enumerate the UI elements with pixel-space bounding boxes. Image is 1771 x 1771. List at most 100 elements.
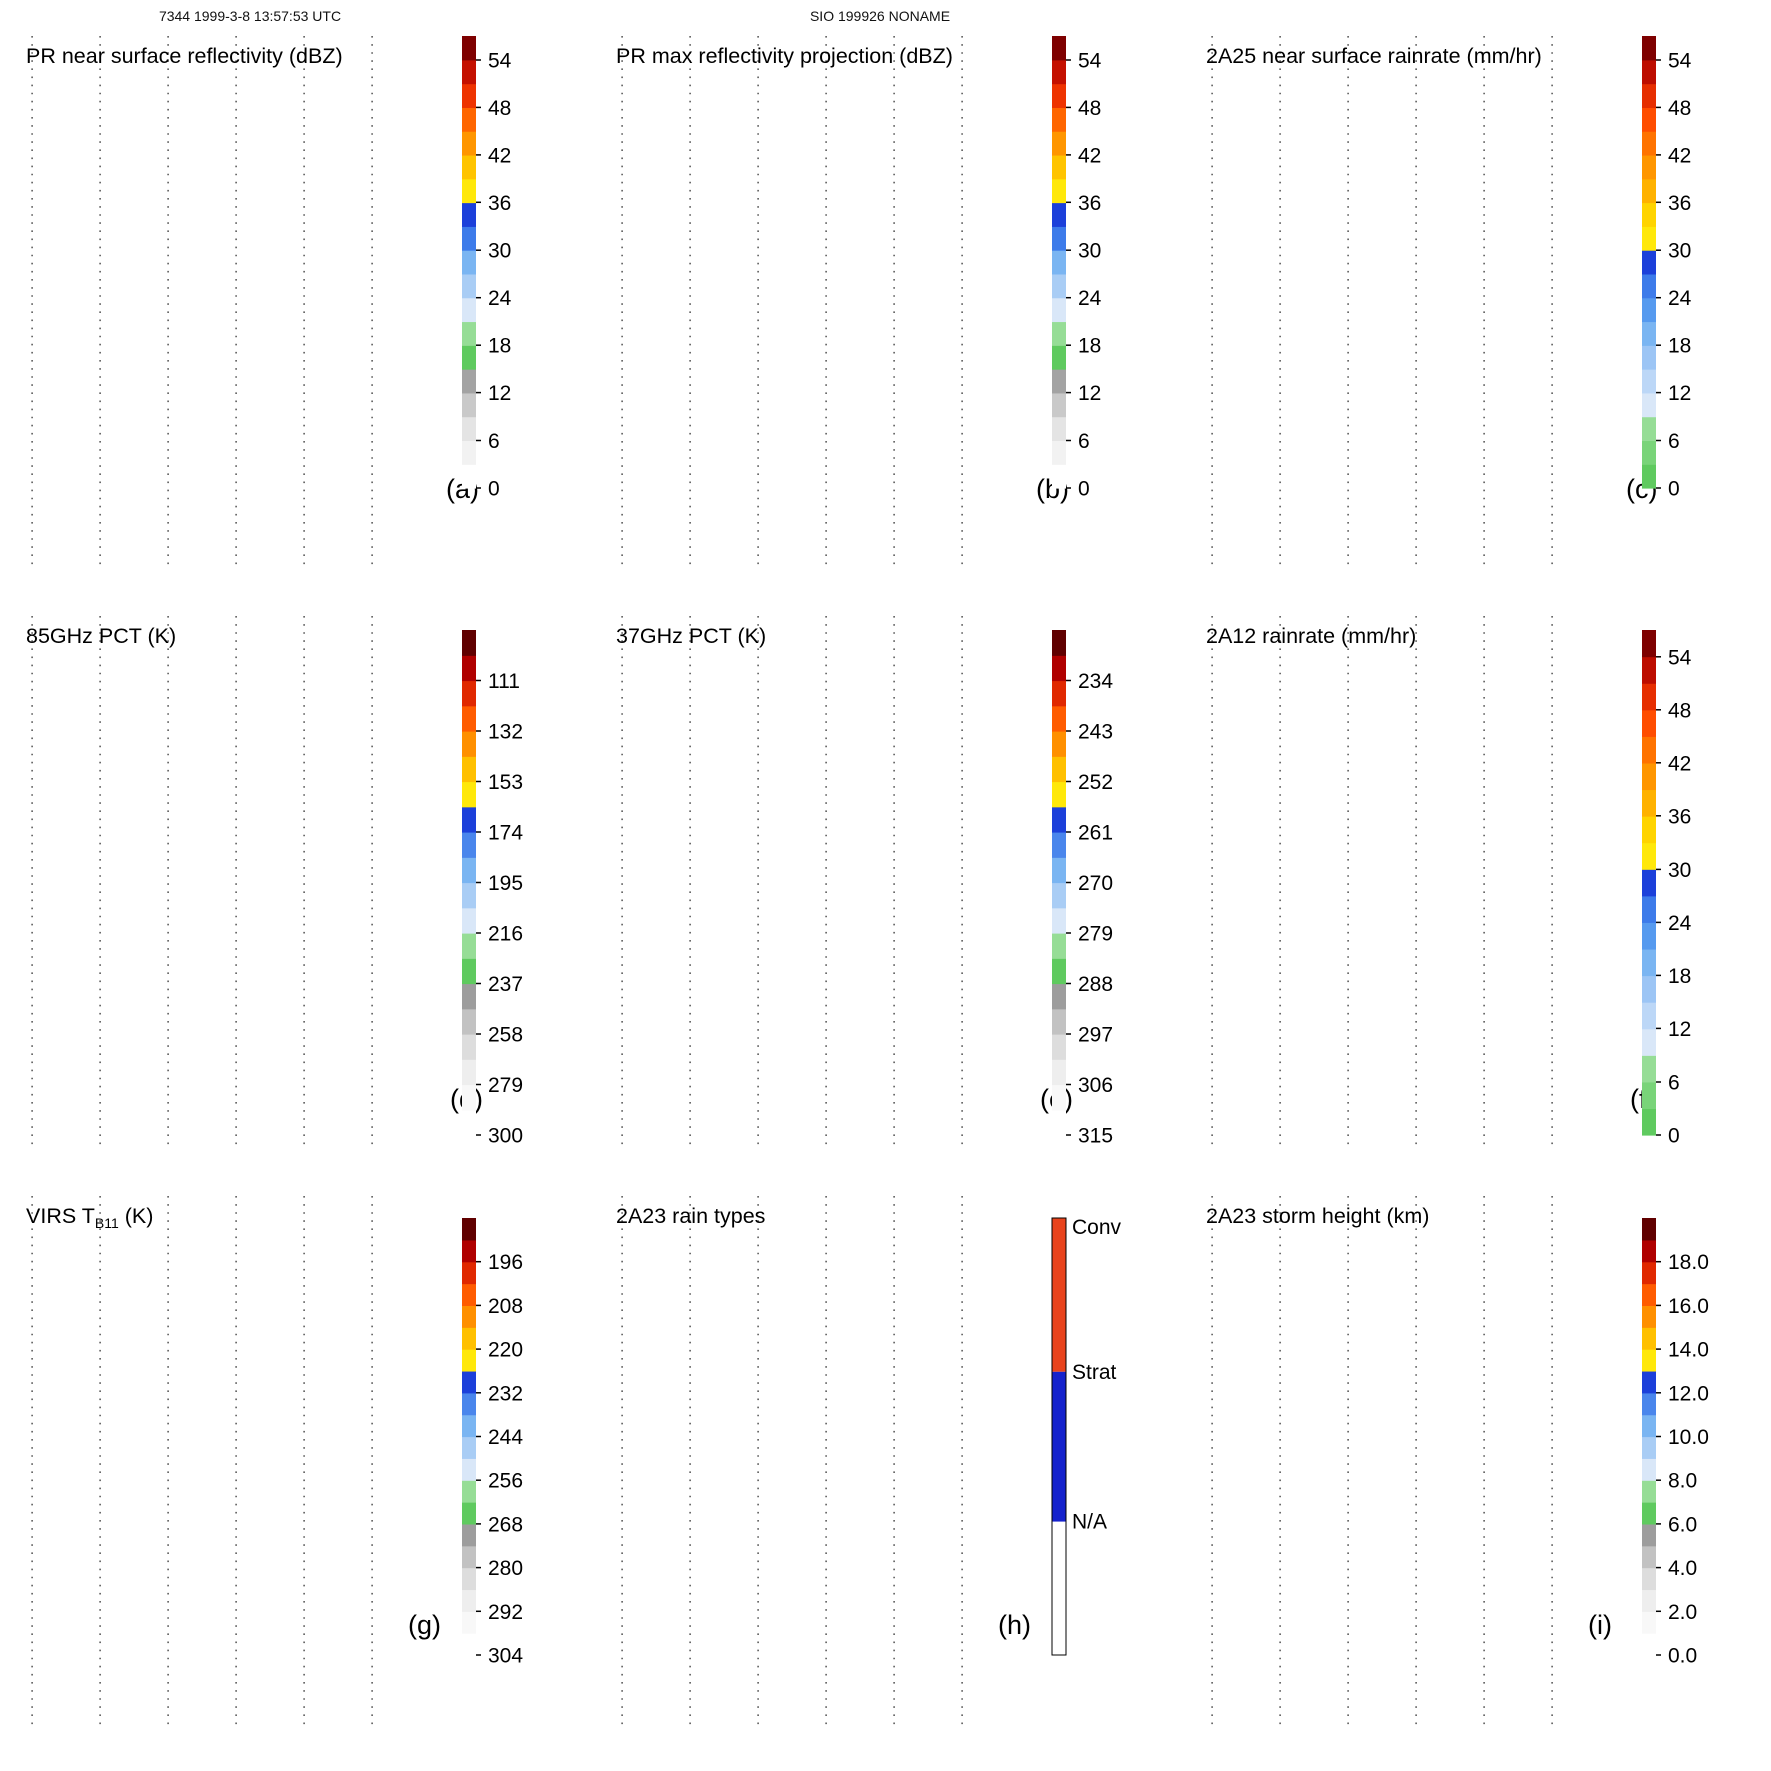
gridlines — [31, 36, 373, 566]
svg-text:6: 6 — [488, 430, 500, 453]
panel-d-colorbar: 300 279 258 237 216 195 174 153 132 111 — [462, 630, 523, 1148]
panel-i-title: 2A23 storm height (km) — [1206, 1204, 1429, 1228]
panel-i: 848688909294-10-12-14-16-18-202A23 storm… — [1180, 1190, 1771, 1771]
panel-b-colorbar: 0 6 12 18 24 30 36 42 48 54 — [1052, 36, 1102, 501]
svg-text:24: 24 — [1668, 912, 1692, 935]
panel-a-figure: 848688909294-10-12-14-16-18-20PR near su… — [0, 36, 591, 611]
svg-text:36: 36 — [1668, 192, 1691, 215]
map-area: 848688909294-10-12-14-16-18-20 — [1180, 36, 1771, 611]
svg-text:220: 220 — [488, 1339, 523, 1362]
gridlines — [31, 616, 373, 1146]
svg-text:256: 256 — [488, 1470, 523, 1493]
panel-e-colorbar: 315 306 297 288 279 270 261 252 243 234 — [1052, 630, 1113, 1148]
panel-f-title: 2A12 rainrate (mm/hr) — [1206, 624, 1416, 648]
swath-edge-lines — [1180, 1103, 1771, 1191]
svg-text:42: 42 — [1668, 752, 1691, 775]
panel-a: 848688909294-10-12-14-16-18-20PR near su… — [0, 30, 591, 611]
panel-b-title: PR max reflectivity projection (dBZ) — [616, 44, 953, 68]
panel-b-figure: 848688909294-10-12-14-16-18-20PR max ref… — [590, 36, 1181, 611]
swath-edge-lines — [0, 1706, 591, 1771]
panel-g-title: VIRS TB11 (K) — [26, 1204, 153, 1231]
svg-text:237: 237 — [488, 973, 523, 996]
gridlines — [31, 1196, 373, 1726]
svg-text:18: 18 — [1078, 335, 1101, 358]
svg-text:315: 315 — [1078, 1125, 1113, 1148]
svg-text:280: 280 — [488, 1557, 523, 1580]
svg-text:243: 243 — [1078, 721, 1113, 744]
svg-text:30: 30 — [488, 240, 511, 263]
svg-text:30: 30 — [1078, 240, 1101, 263]
panel-g: 848688909294-10-12-14-16-18-20VIRS TB11 … — [0, 1190, 591, 1771]
svg-text:270: 270 — [1078, 872, 1113, 895]
panel-d-figure: 250290848688909294-10-12-14-16-18-2085GH… — [10, 616, 523, 1148]
svg-text:18: 18 — [488, 335, 511, 358]
svg-text:132: 132 — [488, 721, 523, 744]
svg-text:6: 6 — [1078, 430, 1090, 453]
svg-text:54: 54 — [488, 50, 512, 73]
svg-text:12: 12 — [1668, 1018, 1691, 1041]
panel-a-colorbar: 0 6 12 18 24 30 36 42 48 54 — [462, 36, 512, 501]
svg-text:54: 54 — [1668, 50, 1692, 73]
swath-edge-lines — [0, 546, 591, 611]
map-area: 848688909294-10-12-14-16-18-20 — [590, 36, 1181, 611]
panel-f: 848688909294-10-12-14-16-18-202A12 rainr… — [1180, 610, 1771, 1191]
gridlines — [1211, 1196, 1553, 1726]
svg-text:12: 12 — [1078, 382, 1101, 405]
panel-i-letter: (i) — [1588, 1610, 1612, 1640]
panel-b: 848688909294-10-12-14-16-18-20PR max ref… — [590, 30, 1181, 611]
svg-text:0: 0 — [1078, 478, 1090, 501]
swath-edge-lines — [1180, 1706, 1771, 1771]
svg-text:48: 48 — [1078, 97, 1101, 120]
svg-text:297: 297 — [1078, 1024, 1113, 1047]
svg-text:18: 18 — [1668, 335, 1691, 358]
panel-f-colorbar: 0 6 12 18 24 30 36 42 48 54 — [1642, 630, 1692, 1148]
panel-h-figure: 848688909294-10-12-14-16-18-202A23 rain … — [590, 1196, 1181, 1771]
svg-text:42: 42 — [1078, 144, 1101, 167]
svg-text:232: 232 — [488, 1382, 523, 1405]
svg-text:54: 54 — [1668, 646, 1692, 669]
svg-text:268: 268 — [488, 1513, 523, 1536]
svg-text:36: 36 — [488, 192, 511, 215]
map-area: 848688909294-10-12-14-16-18-20 — [590, 1196, 1181, 1771]
svg-text:0: 0 — [488, 478, 500, 501]
svg-text:42: 42 — [1668, 144, 1691, 167]
svg-text:153: 153 — [488, 771, 523, 794]
svg-text:244: 244 — [488, 1426, 523, 1449]
panel-g-colorbar: 304 292 280 268 256 244 232 220 208 196 — [462, 1218, 523, 1668]
panel-f-figure: 848688909294-10-12-14-16-18-202A12 rainr… — [1180, 616, 1771, 1191]
svg-text:30: 30 — [1668, 240, 1691, 263]
gridlines — [1211, 36, 1553, 566]
contour-label: 250 — [81, 921, 100, 941]
swath-edge-lines — [590, 1706, 1181, 1771]
panel-c: 848688909294-10-12-14-16-18-202A25 near … — [1180, 30, 1771, 611]
svg-text:12: 12 — [1668, 382, 1691, 405]
map-area: 848688909294-10-12-14-16-18-20 — [600, 616, 963, 1146]
svg-text:216: 216 — [488, 923, 523, 946]
svg-text:279: 279 — [1078, 923, 1113, 946]
svg-text:304: 304 — [488, 1645, 523, 1668]
panel-e: 848688909294-10-12-14-16-18-2037GHz PCT … — [590, 610, 1181, 1191]
swath-edge-lines — [590, 546, 1181, 611]
panel-e-title: 37GHz PCT (K) — [616, 624, 766, 648]
svg-text:279: 279 — [488, 1074, 523, 1097]
gridlines — [621, 36, 963, 566]
svg-text:6: 6 — [1668, 430, 1680, 453]
svg-text:0: 0 — [1668, 1125, 1680, 1148]
svg-text:30: 30 — [1668, 859, 1691, 882]
svg-text:36: 36 — [1078, 192, 1101, 215]
svg-text:234: 234 — [1078, 670, 1113, 693]
panel-c-title: 2A25 near surface rainrate (mm/hr) — [1206, 44, 1542, 68]
svg-text:0: 0 — [1668, 478, 1680, 501]
storm-id-header: SIO 199926 NONAME — [809, 8, 951, 24]
svg-text:252: 252 — [1078, 771, 1113, 794]
swath-edge-lines — [1180, 546, 1771, 611]
gridlines — [621, 616, 963, 1146]
map-area: 848688909294-10-12-14-16-18-20 — [0, 36, 591, 611]
svg-text:24: 24 — [1668, 287, 1692, 310]
panel-g-letter: (g) — [408, 1610, 441, 1640]
svg-text:48: 48 — [488, 97, 511, 120]
panel-e-figure: 848688909294-10-12-14-16-18-2037GHz PCT … — [600, 616, 1113, 1148]
svg-text:48: 48 — [1668, 97, 1691, 120]
